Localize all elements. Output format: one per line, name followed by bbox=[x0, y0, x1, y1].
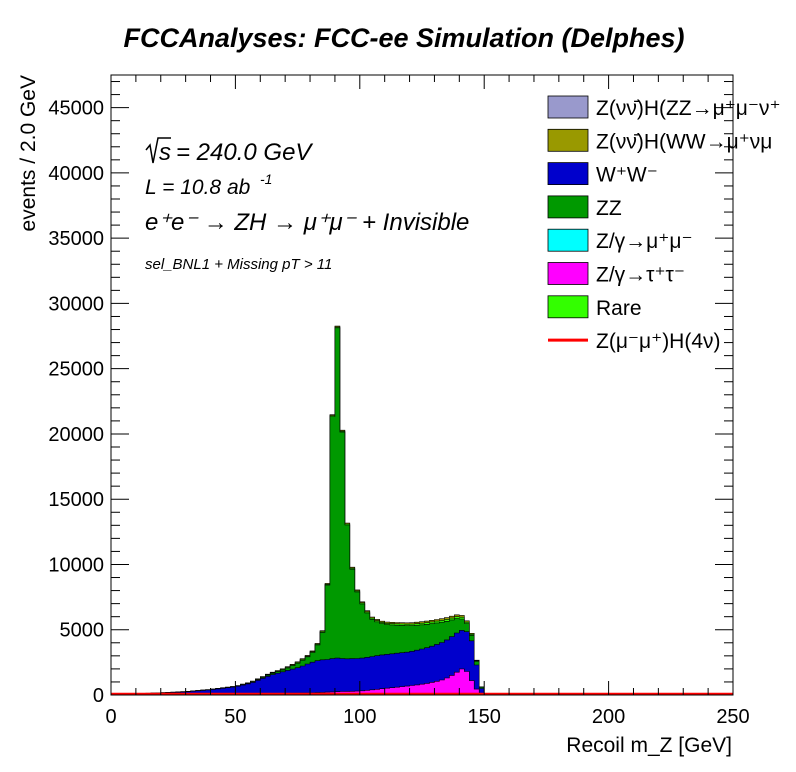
legend-label: Z/γ→τ⁺τ⁻ bbox=[596, 264, 685, 287]
y-axis-label: events / 2.0 GeV bbox=[17, 75, 40, 231]
y-tick-label: 40000 bbox=[48, 163, 104, 185]
y-tick-label: 30000 bbox=[48, 293, 104, 315]
legend-label: Z(νν̄)H(WW→μ⁺νμ bbox=[596, 130, 772, 153]
stacked-histogram bbox=[110, 325, 733, 696]
y-tick-label: 20000 bbox=[48, 424, 104, 446]
process-annotation: e⁺e⁻ → ZH → μ⁺μ⁻ + Invisible bbox=[145, 209, 469, 236]
sqrt-s-value: = 240.0 GeV bbox=[176, 139, 313, 166]
plot-frame bbox=[110, 74, 734, 696]
legend-label: ZZ bbox=[596, 197, 622, 220]
legend: Z(νν̄)H(ZZ→μ⁺μ⁻ν⁺ Z(νν̄)H(WW→μ⁺νμ W⁺W⁻ ZZ Z/… bbox=[547, 95, 781, 353]
plot-area bbox=[111, 75, 733, 695]
legend-swatch bbox=[547, 262, 589, 285]
y-tick-label: 15000 bbox=[48, 489, 104, 511]
luminosity-exponent: -1 bbox=[260, 171, 272, 187]
y-tick-label: 25000 bbox=[48, 359, 104, 381]
y-tick-label: 5000 bbox=[60, 620, 105, 642]
x-tick-label: 150 bbox=[468, 706, 501, 728]
y-tick-label: 10000 bbox=[48, 554, 104, 576]
legend-swatch bbox=[547, 128, 589, 152]
legend-label: W⁺W⁻ bbox=[596, 164, 658, 187]
axes: 0 50 100 150 200 250 0 5000 10000 15000 20000 25000… bbox=[48, 75, 750, 728]
x-axis-label: Recoil m_Z [GeV] bbox=[566, 734, 732, 757]
x-tick-label: 50 bbox=[224, 706, 246, 728]
x-tick-label: 250 bbox=[716, 706, 749, 728]
legend-swatch bbox=[547, 162, 589, 186]
chart-title: FCCAnalyses: FCC-ee Simulation (Delphes) bbox=[123, 23, 684, 53]
y-tick-label: 0 bbox=[93, 685, 104, 707]
luminosity-text: L = 10.8 ab bbox=[145, 176, 251, 199]
y-tick-label: 35000 bbox=[48, 228, 104, 250]
y-tick-label: 45000 bbox=[48, 98, 104, 120]
legend-label: Rare bbox=[596, 297, 642, 320]
legend-label: Z(μ⁻μ⁺)H(4ν) bbox=[596, 330, 721, 353]
legend-swatch bbox=[547, 195, 589, 219]
sqrt-s-annotation: s = 240.0 GeV bbox=[145, 137, 313, 166]
sqrt-s-variable: s bbox=[159, 139, 171, 166]
sqrt-symbol bbox=[145, 137, 171, 164]
luminosity-annotation: L = 10.8 ab -1 bbox=[145, 171, 272, 199]
selection-annotation: sel_BNL1 + Missing pT > 11 bbox=[145, 256, 332, 273]
legend-label: Z(νν̄)H(ZZ→μ⁺μ⁻ν⁺ bbox=[596, 97, 781, 120]
x-tick-label: 200 bbox=[592, 706, 625, 728]
legend-label: Z/γ→μ⁺μ⁻ bbox=[596, 230, 693, 253]
legend-swatch bbox=[547, 95, 589, 119]
legend-swatch bbox=[547, 228, 589, 252]
legend-swatch bbox=[547, 295, 589, 319]
x-tick-label: 0 bbox=[105, 706, 116, 728]
x-tick-label: 100 bbox=[343, 706, 376, 728]
